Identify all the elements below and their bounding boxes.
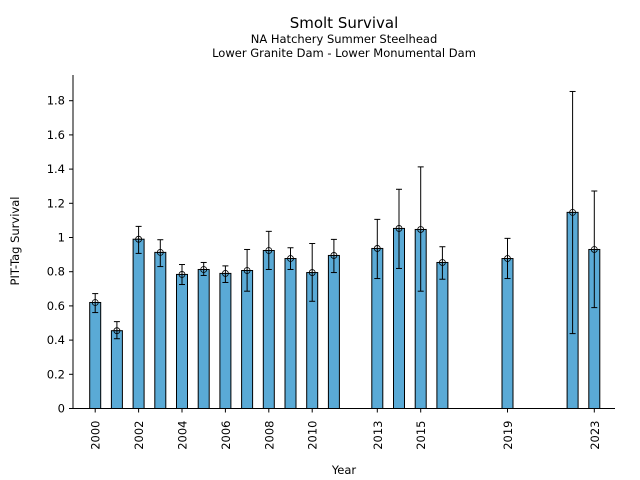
chart-subtitle-1: NA Hatchery Summer Steelhead	[251, 32, 438, 46]
x-tick-label: 2013	[371, 421, 385, 450]
y-tick-label: 0.6	[47, 299, 65, 313]
error-bar-2005	[200, 261, 208, 276]
x-tick-label: 2006	[219, 421, 233, 450]
bar-2009	[284, 258, 297, 409]
error-bar-2014	[395, 188, 403, 269]
bar-2008	[262, 249, 275, 409]
y-tick-label: 0.8	[47, 265, 65, 279]
y-tick-label: 1.6	[47, 128, 65, 142]
y-tick-label: 1.4	[47, 162, 65, 176]
x-tick-label: 2019	[501, 421, 515, 450]
y-tick-label: 1.8	[47, 94, 65, 108]
x-tick-label: 2004	[176, 421, 190, 450]
x-tick-label: 2023	[588, 421, 602, 450]
error-bar-2016	[438, 246, 446, 280]
bar-2016	[436, 261, 449, 409]
error-bars-group	[91, 90, 598, 340]
error-bar-2013	[373, 218, 381, 280]
x-tick-label: 2008	[262, 421, 276, 450]
x-tick-label: 2010	[306, 421, 320, 450]
error-bar-2000	[91, 293, 99, 314]
x-ticks: 2000 2002 2004 2006 2008 2010 2013 2015 2019 2023	[89, 408, 602, 450]
bar-2002	[132, 238, 145, 409]
y-axis-label: PIT-Tag Survival	[8, 197, 22, 286]
error-bar-2023	[590, 190, 598, 309]
error-bar-2009	[287, 247, 294, 270]
x-tick-label: 2002	[132, 421, 146, 450]
bar-2003	[154, 251, 167, 409]
bar-2005	[197, 268, 210, 409]
error-bar-2007	[243, 248, 251, 292]
bar-2006	[219, 272, 232, 409]
error-bar-2011	[330, 238, 338, 274]
bars-group	[89, 211, 601, 410]
y-tick-label: 0.4	[47, 333, 65, 347]
error-bar-2015	[417, 166, 425, 292]
error-bar-2022	[569, 90, 576, 335]
bar-2004	[176, 273, 188, 409]
y-tick-label: 1.2	[47, 196, 65, 210]
chart-title: Smolt Survival	[290, 14, 399, 32]
bar-2019	[501, 258, 514, 409]
x-tick-label: 2000	[89, 421, 103, 450]
y-tick-label: 1	[58, 231, 65, 245]
y-tick-label: 0.2	[47, 367, 65, 381]
error-bar-2002	[135, 225, 143, 254]
x-tick-label: 2015	[414, 421, 428, 450]
error-bar-2010	[308, 242, 316, 302]
bar-2001	[110, 330, 123, 410]
y-tick-label: 0	[58, 402, 65, 416]
error-bar-2001	[113, 321, 121, 340]
y-ticks: 0 0.2 0.4 0.6 0.8 1 1.2 1.4 1.6 1.8	[47, 94, 73, 416]
error-bar-2006	[221, 265, 229, 283]
x-axis-label: Year	[331, 463, 357, 477]
bar-2000	[89, 301, 102, 410]
bar-2011	[327, 254, 340, 409]
error-bar-2019	[504, 237, 511, 280]
error-bar-2008	[265, 230, 273, 270]
error-bar-2004	[178, 264, 186, 286]
chart-subtitle-2: Lower Granite Dam - Lower Monumental Dam	[212, 46, 476, 60]
error-bar-2003	[156, 239, 164, 268]
